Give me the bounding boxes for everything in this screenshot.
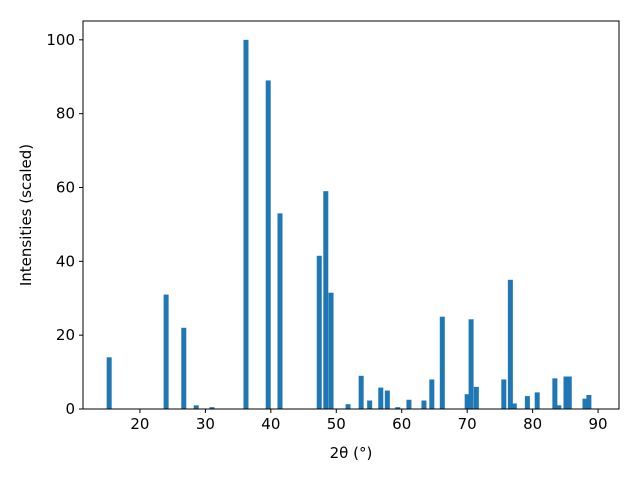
x-tick-label: 50 xyxy=(327,415,346,433)
bar xyxy=(566,376,572,409)
bar xyxy=(556,405,562,409)
bar xyxy=(265,80,271,409)
y-tick-label: 20 xyxy=(56,326,75,344)
bar xyxy=(323,191,329,409)
y-tick-label: 0 xyxy=(65,400,75,418)
bar xyxy=(106,357,112,409)
bar xyxy=(193,405,199,409)
x-tick-label: 80 xyxy=(523,415,542,433)
bar xyxy=(468,319,474,409)
bar xyxy=(421,400,427,409)
y-tick-label: 100 xyxy=(46,31,75,49)
x-tick-label: 60 xyxy=(392,415,411,433)
bar xyxy=(243,39,249,409)
bar xyxy=(378,387,384,409)
bar xyxy=(328,292,334,409)
bar xyxy=(345,404,351,409)
bar xyxy=(464,394,470,409)
bar xyxy=(429,379,435,409)
x-tick-label: 20 xyxy=(130,415,149,433)
bar xyxy=(277,213,283,409)
bar xyxy=(209,407,215,409)
x-tick-label: 30 xyxy=(196,415,215,433)
bar xyxy=(439,316,445,409)
bar xyxy=(501,379,507,409)
bar xyxy=(524,396,530,409)
bar xyxy=(395,407,401,409)
bar xyxy=(563,376,569,409)
plot-frame xyxy=(82,20,620,410)
y-axis-label: Intensities (scaled) xyxy=(17,144,35,286)
bar xyxy=(358,375,364,409)
bar xyxy=(534,392,540,409)
y-tick-label: 60 xyxy=(56,178,75,196)
bar xyxy=(367,400,373,409)
bar xyxy=(507,279,513,409)
bar xyxy=(511,403,517,409)
y-tick-label: 80 xyxy=(56,105,75,123)
bar xyxy=(316,255,322,409)
bar xyxy=(163,294,169,409)
x-tick-label: 70 xyxy=(458,415,477,433)
x-tick-label: 40 xyxy=(261,415,280,433)
x-tick-label: 90 xyxy=(589,415,608,433)
bar xyxy=(586,394,592,409)
bar xyxy=(181,327,187,409)
x-axis-label: 2θ (°) xyxy=(330,444,373,462)
bar xyxy=(473,386,479,409)
bar xyxy=(406,399,412,409)
y-tick-label: 40 xyxy=(56,252,75,270)
bar xyxy=(582,398,588,409)
bar xyxy=(552,378,558,409)
bar xyxy=(384,390,390,409)
